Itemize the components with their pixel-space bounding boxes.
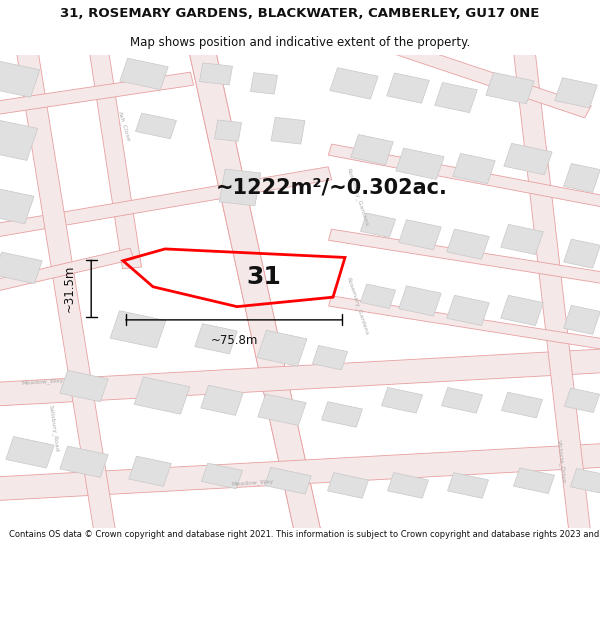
Bar: [563, 306, 600, 334]
Bar: [110, 311, 166, 348]
Bar: [448, 472, 488, 498]
Bar: [361, 213, 395, 238]
Polygon shape: [0, 72, 194, 118]
Polygon shape: [0, 248, 134, 297]
Text: ~1222m²/~0.302ac.: ~1222m²/~0.302ac.: [216, 177, 448, 198]
Polygon shape: [13, 30, 119, 552]
Text: Meadow_Way: Meadow_Way: [230, 479, 274, 488]
Text: Map shows position and indicative extent of the property.: Map shows position and indicative extent…: [130, 36, 470, 49]
Bar: [399, 219, 441, 250]
Text: Rosemary_Gardens: Rosemary_Gardens: [345, 167, 369, 227]
Bar: [0, 60, 40, 98]
Bar: [571, 469, 600, 493]
Bar: [382, 388, 422, 413]
Bar: [555, 78, 597, 108]
Bar: [120, 58, 168, 89]
Bar: [199, 63, 233, 85]
Bar: [388, 472, 428, 498]
Polygon shape: [345, 25, 591, 118]
Polygon shape: [328, 144, 600, 212]
Text: Meadow_Way: Meadow_Way: [20, 377, 64, 386]
Text: Rosemary_Gardens: Rosemary_Gardens: [345, 276, 369, 336]
Bar: [265, 468, 311, 494]
Bar: [486, 72, 534, 104]
Bar: [60, 371, 108, 402]
Bar: [435, 82, 477, 112]
Bar: [219, 169, 261, 206]
Bar: [0, 189, 34, 224]
Bar: [361, 284, 395, 308]
Bar: [328, 472, 368, 498]
Polygon shape: [511, 31, 593, 552]
Bar: [250, 72, 278, 94]
Text: 31: 31: [247, 265, 281, 289]
Bar: [330, 68, 378, 99]
Text: Ash_Close: Ash_Close: [118, 110, 132, 142]
Bar: [322, 402, 362, 428]
Polygon shape: [0, 441, 600, 502]
Bar: [442, 388, 482, 413]
Bar: [136, 113, 176, 139]
Bar: [563, 239, 600, 268]
Bar: [453, 153, 495, 184]
Text: Salisbury_Road: Salisbury_Road: [48, 404, 60, 452]
Text: 31, ROSEMARY GARDENS, BLACKWATER, CAMBERLEY, GU17 0NE: 31, ROSEMARY GARDENS, BLACKWATER, CAMBER…: [61, 8, 539, 20]
Text: Contains OS data © Crown copyright and database right 2021. This information is : Contains OS data © Crown copyright and d…: [9, 530, 600, 539]
Bar: [501, 296, 543, 326]
Bar: [399, 286, 441, 316]
Bar: [271, 118, 305, 144]
Bar: [202, 463, 242, 489]
Bar: [396, 148, 444, 179]
Bar: [201, 385, 243, 416]
Bar: [0, 252, 42, 284]
Polygon shape: [329, 296, 600, 353]
Bar: [195, 324, 237, 354]
Bar: [504, 143, 552, 175]
Bar: [502, 392, 542, 418]
Bar: [313, 346, 347, 370]
Bar: [6, 437, 54, 468]
Bar: [387, 73, 429, 103]
Polygon shape: [185, 29, 325, 553]
Bar: [565, 388, 599, 412]
Bar: [447, 229, 489, 259]
Text: ~75.8m: ~75.8m: [211, 334, 257, 347]
Bar: [129, 456, 171, 486]
Polygon shape: [185, 29, 325, 553]
Polygon shape: [86, 31, 142, 269]
Bar: [258, 394, 306, 426]
Polygon shape: [0, 346, 600, 408]
Bar: [501, 224, 543, 254]
Bar: [563, 164, 600, 192]
Bar: [214, 120, 242, 141]
Bar: [134, 377, 190, 414]
Text: ~31.5m: ~31.5m: [63, 265, 76, 312]
Bar: [257, 330, 307, 366]
Bar: [351, 134, 393, 165]
Bar: [0, 120, 38, 161]
Text: Victoria_Drive: Victoria_Drive: [556, 439, 566, 484]
Polygon shape: [329, 229, 600, 288]
Bar: [514, 468, 554, 494]
Bar: [60, 446, 108, 478]
Polygon shape: [0, 167, 332, 241]
Bar: [447, 296, 489, 326]
